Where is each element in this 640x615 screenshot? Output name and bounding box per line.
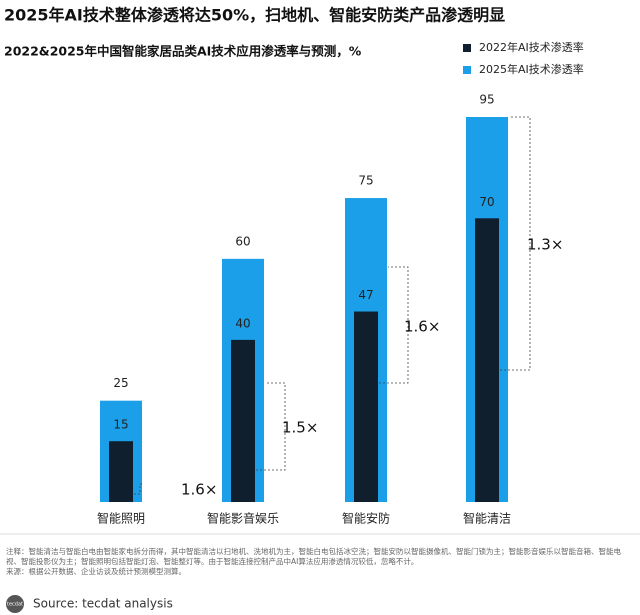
logo-text: tecdat (7, 602, 23, 608)
category-label: 智能照明 (97, 511, 145, 526)
legend-swatch (463, 66, 471, 74)
category-label: 智能清洁 (463, 511, 511, 526)
growth-label: 1.3× (527, 236, 563, 254)
note: 来源：根据公开数据、企业访谈及统计预测模型测算。 (6, 567, 186, 576)
notes: 注释：智能清洁与智能白电由智能家电拆分而得，其中智能清洁以扫地机、洗地机为主，智… (6, 547, 632, 577)
value-label: 25 (113, 376, 128, 390)
bar-2022 (475, 218, 499, 502)
value-label: 75 (358, 174, 373, 188)
value-label: 95 (479, 93, 494, 107)
bar-2022 (354, 311, 378, 502)
bracket (256, 382, 286, 471)
bracket (500, 116, 531, 371)
growth-label: 1.6× (404, 318, 440, 336)
value-label: 70 (479, 195, 494, 209)
value-label: 47 (358, 288, 373, 302)
bracket (134, 483, 143, 495)
bar-2022 (109, 441, 133, 502)
logo (6, 595, 24, 613)
category-label: 智能影音娱乐 (207, 511, 279, 526)
chart-subtitle: 2022&2025年中国智能家居品类AI技术应用渗透率与预测，% (4, 44, 362, 59)
legend-label: 2025年AI技术渗透率 (479, 62, 584, 76)
growth-label: 1.6× (181, 481, 217, 499)
legend-swatch (463, 44, 471, 52)
category-label: 智能安防 (342, 511, 390, 526)
note: 注释：智能清洁与智能白电由智能家电拆分而得，其中智能清洁以扫地机、洗地机为主，智… (6, 547, 621, 566)
value-label: 60 (235, 234, 250, 248)
value-label: 40 (235, 316, 250, 330)
legend-label: 2022年AI技术渗透率 (479, 40, 584, 54)
growth-label: 1.5× (282, 419, 318, 437)
chart-title: 2025年AI技术整体渗透将达50%，扫地机、智能安防类产品渗透明显 (4, 6, 505, 25)
bar-2022 (231, 339, 255, 502)
value-label: 15 (113, 418, 128, 432)
source: Source: tecdat analysis (33, 597, 173, 611)
